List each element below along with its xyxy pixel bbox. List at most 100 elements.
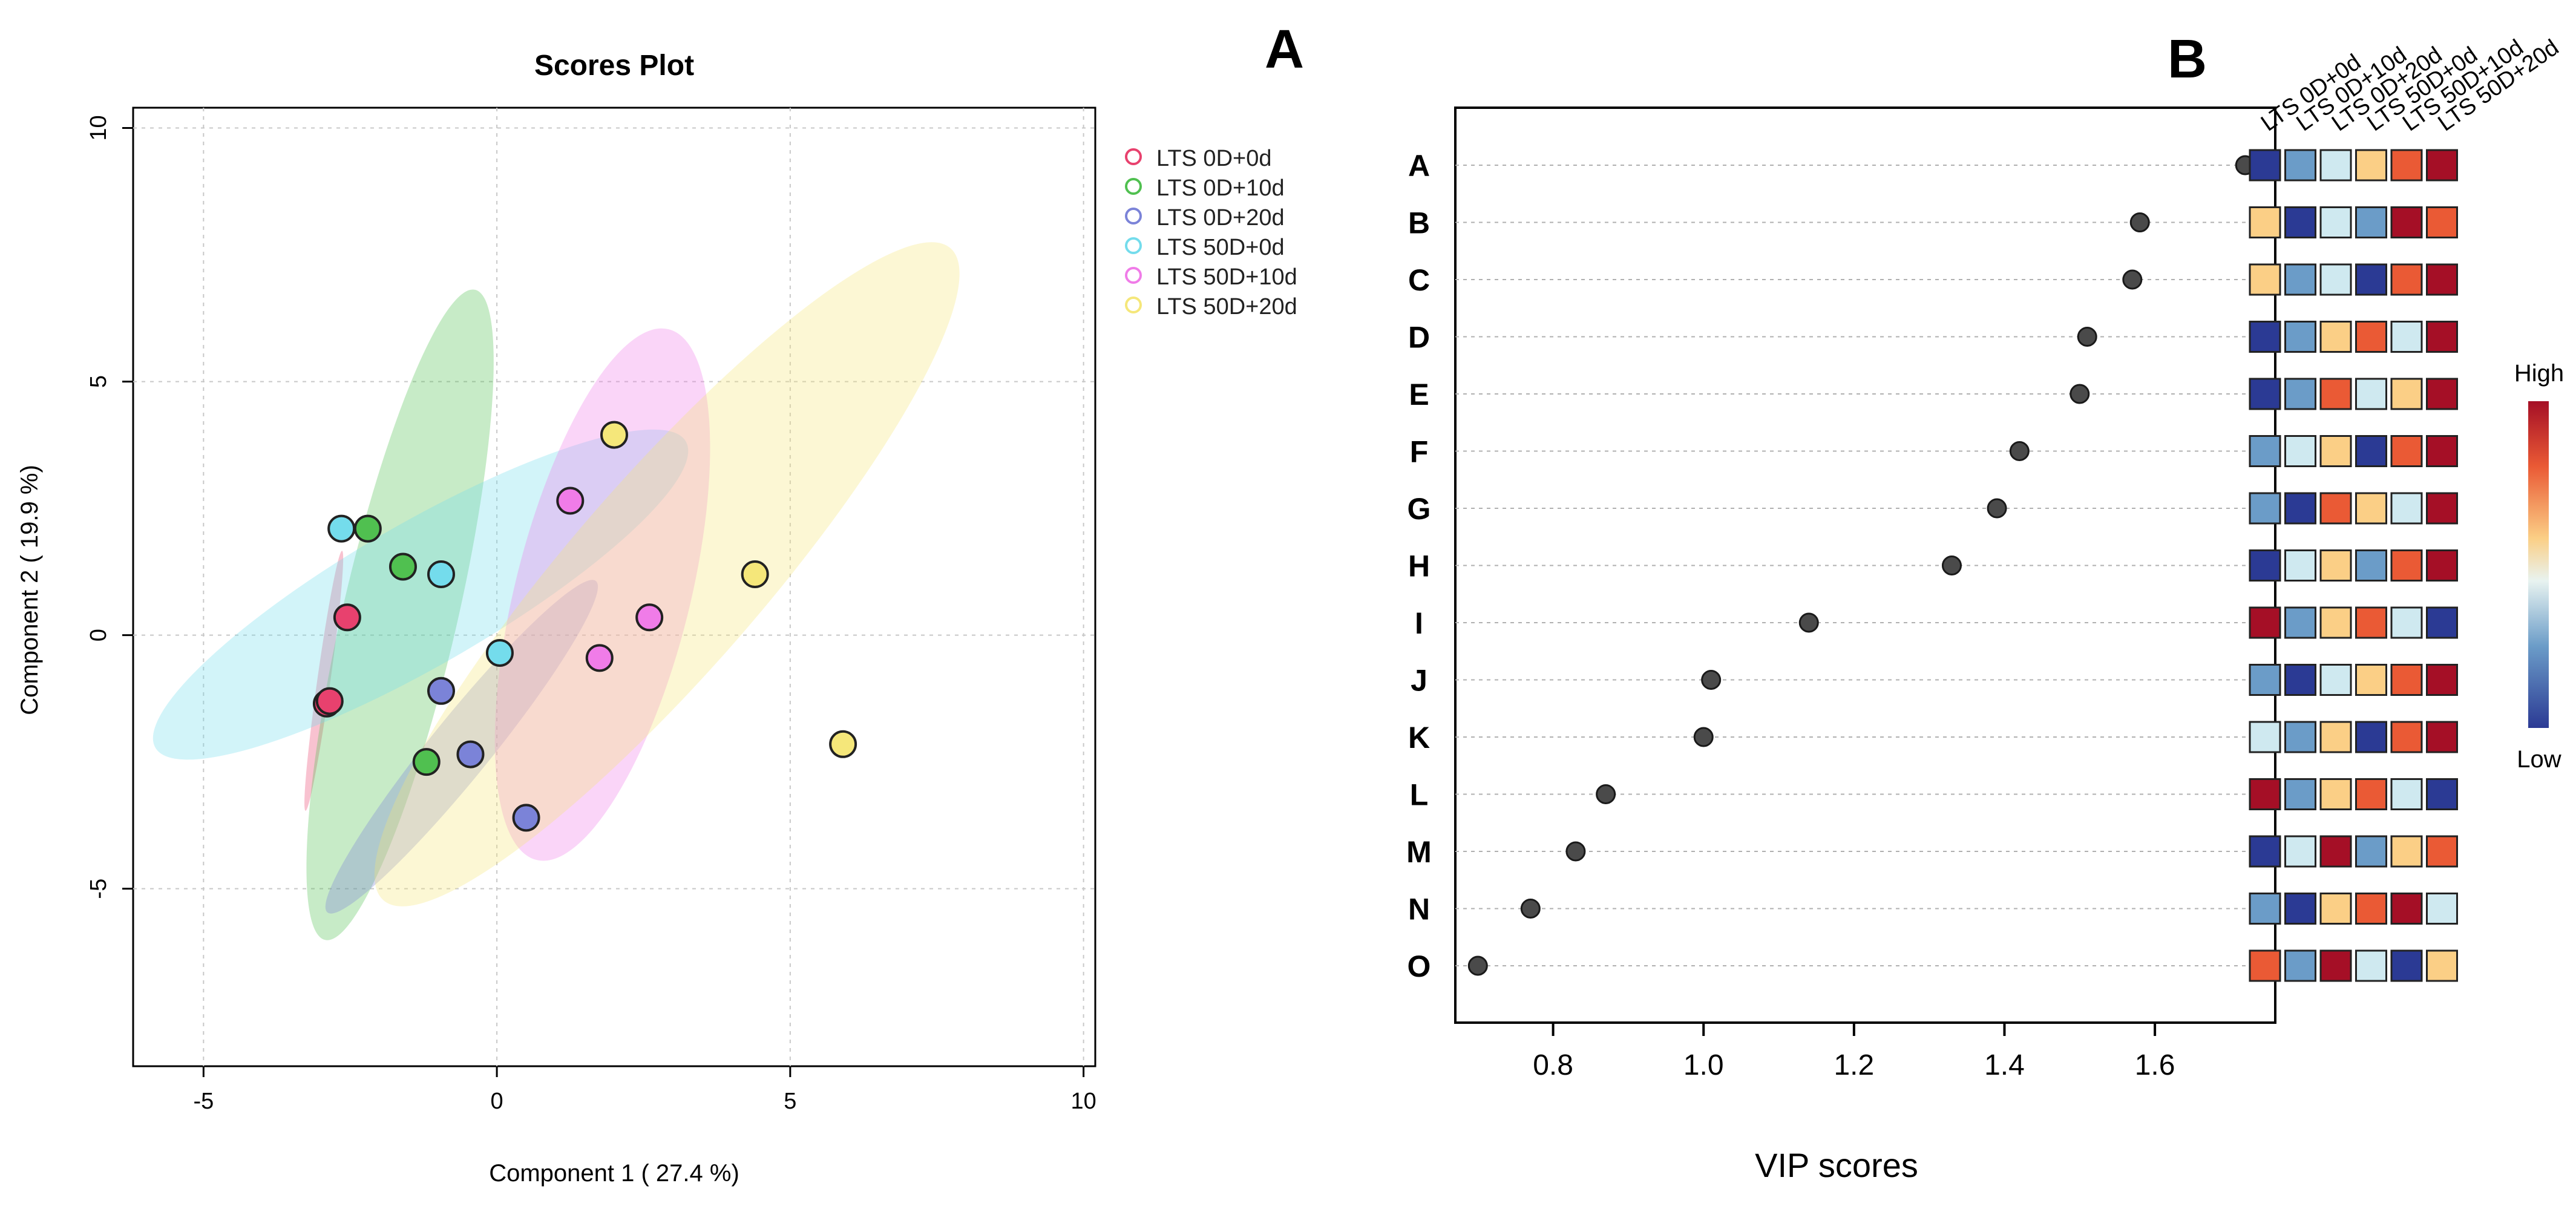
heatmap-cell: [2319, 321, 2352, 353]
heatmap-cell: [2426, 893, 2458, 925]
legend-entry-label: LTS 50D+0d: [1156, 235, 1285, 260]
vip-point: [1467, 955, 1488, 976]
vip-row-label: C: [1408, 263, 1430, 297]
vip-point: [1941, 555, 1962, 575]
scores-point: [585, 644, 614, 672]
scores-plot-frame: [132, 107, 1096, 1067]
heatmap-cell: [2319, 378, 2352, 410]
heatmap-cell: [2319, 949, 2352, 982]
legend-entry-label: LTS 0D+20d: [1156, 205, 1285, 231]
scores-point: [635, 603, 664, 632]
vip-point: [1798, 612, 1819, 633]
vip-ticks: 0.8 1.0 1.2 1.4 1.6: [1533, 1023, 2175, 1081]
vip-row-label: I: [1415, 606, 1423, 640]
legend-marker: [1125, 237, 1142, 254]
scores-y-tick-label: 0: [86, 629, 111, 641]
legend-entry-label: LTS 0D+0d: [1156, 146, 1271, 171]
heatmap-cell: [2426, 835, 2458, 868]
legend-marker: [1125, 267, 1142, 284]
vip-row-label: F: [1410, 435, 1429, 469]
heatmap-cell: [2249, 721, 2281, 753]
heatmap-cell: [2319, 263, 2352, 296]
heatmap-cell: [2249, 893, 2281, 925]
vip-row-label: D: [1408, 321, 1430, 355]
heatmap-cell: [2355, 949, 2387, 982]
heatmap-cell: [2249, 606, 2281, 639]
scores-ellipses: [152, 242, 960, 940]
heatmap-cell: [2390, 778, 2423, 810]
heatmap-cell: [2284, 492, 2316, 525]
scores-point: [315, 687, 344, 715]
heatmap-cell: [2390, 835, 2423, 868]
heatmap-cell: [2355, 664, 2387, 696]
scores-point: [427, 560, 455, 589]
scores-x-tick-label: 0: [491, 1089, 503, 1114]
heatmap-cell: [2249, 949, 2281, 982]
heatmap-cell: [2390, 664, 2423, 696]
vip-x-tick-label: 1.4: [1984, 1049, 2025, 1081]
heatmap-cell: [2319, 778, 2352, 810]
heatmap-cell: [2284, 893, 2316, 925]
heatmap-cell: [2319, 721, 2352, 753]
heatmap-cell: [2284, 206, 2316, 238]
vip-grid: [1455, 165, 2275, 966]
scores-point: [412, 748, 441, 776]
heatmap-cell: [2426, 721, 2458, 753]
heatmap-cell: [2319, 606, 2352, 639]
heatmap-cell: [2319, 893, 2352, 925]
heatmap-cell: [2390, 263, 2423, 296]
scores-confidence-ellipse: [494, 328, 710, 861]
scores-point: [556, 487, 585, 515]
vip-row-label: G: [1408, 492, 1431, 526]
vip-point: [1693, 727, 1714, 747]
scores-point: [600, 421, 628, 449]
vip-x-tick-label: 0.8: [1533, 1049, 1573, 1081]
scores-legend: LTS 0D+0d LTS 0D+10d LTS 0D+20d LTS 50D+0d L…: [1125, 146, 1297, 320]
scores-point: [485, 638, 514, 667]
heatmap-cell: [2249, 778, 2281, 810]
scores-x-tick-label: -5: [193, 1089, 214, 1114]
vip-row-label: K: [1408, 721, 1430, 755]
heatmap-cell: [2249, 263, 2281, 296]
heatmap-cell: [2355, 893, 2387, 925]
vip-row-label: E: [1409, 378, 1429, 411]
heatmap-cell: [2249, 378, 2281, 410]
heatmap-cell: [2355, 263, 2387, 296]
vip-x-tick-label: 1.6: [2135, 1049, 2175, 1081]
heatmap-cell: [2390, 492, 2423, 525]
scores-points: [312, 421, 857, 832]
scores-point: [829, 730, 857, 758]
heatmap-cell: [2355, 721, 2387, 753]
heatmap-cell: [2426, 378, 2458, 410]
vip-points: [1467, 155, 2255, 976]
scores-y-tick-label: 5: [86, 375, 111, 388]
vip-x-tick-label: 1.2: [1834, 1049, 1874, 1081]
scores-y-axis-label: Component 2 ( 19.9 %): [16, 465, 43, 715]
heatmap-cell: [2390, 721, 2423, 753]
heatmap-cell: [2249, 149, 2281, 182]
vip-row-label: A: [1408, 149, 1430, 183]
scores-point: [512, 804, 540, 832]
heatmap-cell: [2355, 778, 2387, 810]
scores-ticks: -5 0 5 10 -5 0 5 10: [86, 115, 1096, 1114]
scores-y-tick-label: 10: [86, 115, 111, 140]
scores-x-tick-label: 10: [1070, 1089, 1096, 1114]
scores-plot-title: Scores Plot: [534, 50, 694, 82]
scores-point: [427, 677, 455, 705]
heatmap-cell: [2355, 378, 2387, 410]
vip-point: [1701, 670, 1722, 690]
heatmap-cell: [2284, 321, 2316, 353]
heatmap-cell: [2319, 835, 2352, 868]
legend-marker: [1125, 297, 1142, 313]
heatmap-cell: [2355, 606, 2387, 639]
vip-point: [2070, 384, 2090, 404]
heatmap-cell: [2426, 778, 2458, 810]
heatmap-cell: [2390, 606, 2423, 639]
heatmap-cell: [2426, 149, 2458, 182]
heatmap-cell: [2249, 549, 2281, 582]
vip-row-label: H: [1408, 549, 1430, 583]
vip-point: [1565, 841, 1586, 862]
vip-point: [1520, 899, 1541, 919]
